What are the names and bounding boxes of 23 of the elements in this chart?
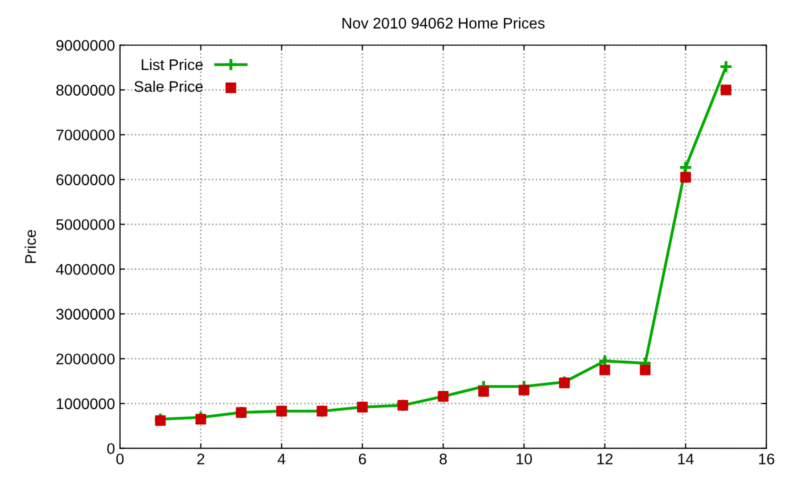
x-tick-label: 8: [440, 454, 447, 464]
x-tick-label: 12: [597, 454, 613, 464]
chart-title: Nov 2010 94062 Home Prices: [342, 17, 545, 29]
x-tick-label: 2: [197, 454, 204, 464]
legend-label: Sale Price: [134, 80, 203, 92]
y-tick-label: 0: [107, 443, 115, 454]
y-tick-label: 8000000: [56, 84, 115, 96]
x-tick-label: 10: [516, 454, 532, 464]
x-tick-label: 4: [278, 454, 286, 464]
y-tick-label: 7000000: [56, 130, 115, 140]
y-axis-title: Price: [24, 230, 36, 263]
y-tick-label: 5000000: [56, 219, 115, 230]
legend-label: List Price: [142, 58, 203, 70]
x-tick-label: 14: [678, 454, 694, 464]
x-tick-label: 16: [759, 454, 774, 464]
y-tick-label: 1000000: [56, 398, 115, 410]
y-tick-label: 2000000: [56, 354, 115, 364]
y-tick-label: 3000000: [56, 308, 115, 320]
y-tick-label: 9000000: [56, 40, 115, 51]
y-tick-label: 6000000: [56, 174, 115, 186]
x-tick-label: 6: [358, 454, 366, 464]
x-tick-label: 0: [116, 454, 124, 464]
y-tick-label: 4000000: [56, 264, 115, 275]
